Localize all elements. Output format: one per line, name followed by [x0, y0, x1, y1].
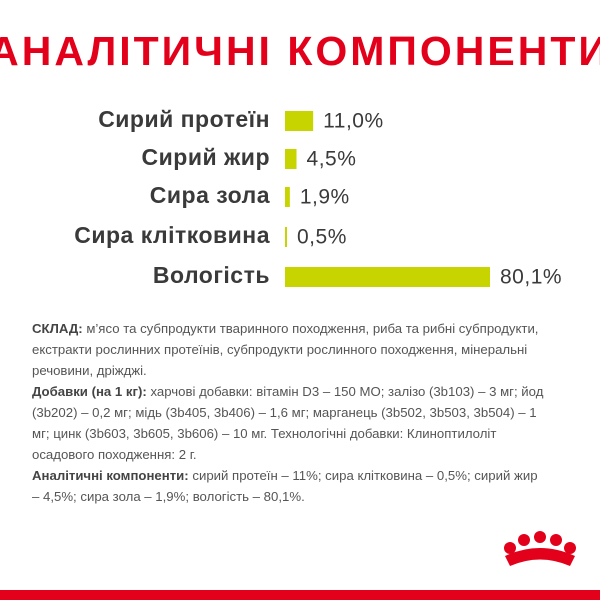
category-label: Сирий жир	[142, 144, 270, 170]
value-label: 80,1%	[500, 266, 562, 289]
value-label: 0,5%	[297, 226, 347, 249]
chart-title: АНАЛІТИЧНІ КОМПОНЕНТИ	[0, 28, 600, 74]
value-label: 4,5%	[307, 148, 357, 171]
value-label: 1,9%	[300, 186, 350, 209]
composition: СКЛАД: м’ясо та субпродукти тваринного п…	[32, 318, 547, 507]
paragraph: СКЛАД: м’ясо та субпродукти тваринного п…	[32, 318, 547, 381]
bar	[285, 187, 290, 207]
category-label: Сира клітковина	[74, 222, 270, 248]
paragraph-label: СКЛАД:	[32, 321, 83, 336]
logo	[504, 531, 576, 566]
paragraph: Аналітичні компоненти: сирий протеїн – 1…	[32, 465, 547, 507]
footer-bar	[0, 590, 600, 600]
category-label: Вологість	[153, 262, 270, 288]
bar	[285, 111, 314, 131]
paragraph-text: сирий протеїн – 11%; сира клітковина – 0…	[32, 468, 538, 504]
bar	[285, 149, 297, 169]
bar	[285, 227, 287, 247]
paragraph-label: Добавки (на 1 кг):	[32, 384, 147, 399]
category-label: Сирий протеїн	[98, 106, 270, 132]
paragraph: Добавки (на 1 кг): харчові добавки: віта…	[32, 381, 547, 465]
paragraph-text: м’ясо та субпродукти тваринного походжен…	[32, 321, 539, 378]
value-label: 11,0%	[323, 110, 384, 133]
category-label: Сира зола	[150, 182, 270, 208]
bar	[285, 267, 490, 287]
paragraph-label: Аналітичні компоненти:	[32, 468, 189, 483]
paragraph-text: харчові добавки: вітамін D3 – 150 МО; за…	[32, 384, 544, 462]
